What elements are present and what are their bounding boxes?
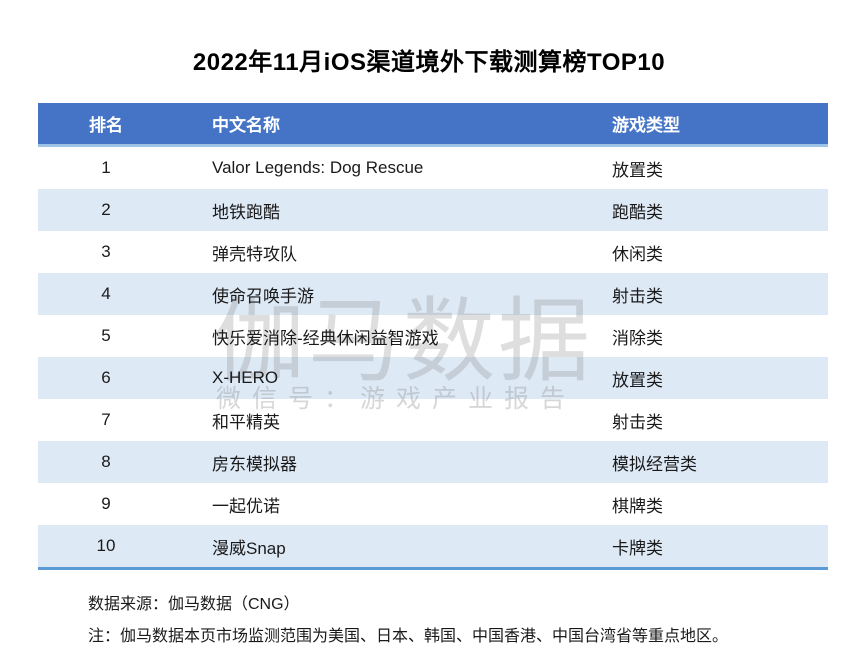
rank-cell: 9 xyxy=(101,494,111,513)
column-header-type: 游戏类型 xyxy=(612,116,680,135)
table-body: 1 Valor Legends: Dog Rescue 放置类 2 地铁跑酷 跑酷类 3 弹壳… xyxy=(38,147,828,567)
type-cell: 模拟经营类 xyxy=(612,454,697,474)
rank-cell: 7 xyxy=(101,410,111,429)
name-cell: Valor Legends: Dog Rescue xyxy=(212,158,424,177)
name-cell: 地铁跑酷 xyxy=(212,202,280,222)
name-cell: 一起优诺 xyxy=(212,496,280,516)
ranking-table: 排名 中文名称 游戏类型 1 Valor Legends: Dog Rescue 放… xyxy=(38,103,828,570)
name-cell: 使命召唤手游 xyxy=(212,286,314,306)
type-cell: 跑酷类 xyxy=(612,202,663,222)
type-cell: 射击类 xyxy=(612,412,663,432)
rank-cell: 8 xyxy=(101,452,111,471)
table-row: 6 X-HERO 放置类 xyxy=(38,357,828,399)
monitoring-scope-note: 注：伽马数据本页市场监测范围为美国、日本、韩国、中国香港、中国台湾省等重点地区。 xyxy=(88,628,729,645)
page-title: 2022年11月iOS渠道境外下载测算榜TOP10 xyxy=(192,49,666,76)
type-cell: 棋牌类 xyxy=(612,496,663,516)
rank-cell: 6 xyxy=(101,368,111,387)
table-row: 4 使命召唤手游 射击类 xyxy=(38,273,828,315)
table-row: 10 漫威Snap 卡牌类 xyxy=(38,525,828,567)
rank-cell: 5 xyxy=(101,326,111,345)
type-cell: 消除类 xyxy=(612,328,663,348)
table-header-row: 排名 中文名称 游戏类型 xyxy=(38,103,828,147)
type-cell: 放置类 xyxy=(612,160,663,180)
type-cell: 放置类 xyxy=(612,370,663,390)
table-row: 8 房东模拟器 模拟经营类 xyxy=(38,441,828,483)
name-cell: 快乐爱消除-经典休闲益智游戏 xyxy=(212,328,439,348)
column-header-rank: 排名 xyxy=(89,116,123,135)
table-row: 1 Valor Legends: Dog Rescue 放置类 xyxy=(38,147,828,189)
rank-cell: 2 xyxy=(101,200,111,219)
name-cell: 和平精英 xyxy=(212,412,280,432)
rank-cell: 4 xyxy=(101,284,111,303)
table-row: 3 弹壳特攻队 休闲类 xyxy=(38,231,828,273)
rank-cell: 10 xyxy=(96,536,116,555)
table-row: 2 地铁跑酷 跑酷类 xyxy=(38,189,828,231)
name-cell: X-HERO xyxy=(212,368,279,387)
type-cell: 射击类 xyxy=(612,286,663,306)
name-cell: 漫威Snap xyxy=(212,538,286,558)
table-row: 5 快乐爱消除-经典休闲益智游戏 消除类 xyxy=(38,315,828,357)
name-cell: 房东模拟器 xyxy=(212,454,297,474)
name-cell: 弹壳特攻队 xyxy=(212,244,297,264)
table-row: 7 和平精英 射击类 xyxy=(38,399,828,441)
type-cell: 休闲类 xyxy=(612,244,663,264)
rank-cell: 3 xyxy=(101,242,111,261)
rank-cell: 1 xyxy=(101,158,111,177)
column-header-name: 中文名称 xyxy=(212,116,280,135)
type-cell: 卡牌类 xyxy=(612,538,663,558)
table-row: 9 一起优诺 棋牌类 xyxy=(38,483,828,525)
data-source-note: 数据来源：伽马数据（CNG） xyxy=(88,596,300,613)
